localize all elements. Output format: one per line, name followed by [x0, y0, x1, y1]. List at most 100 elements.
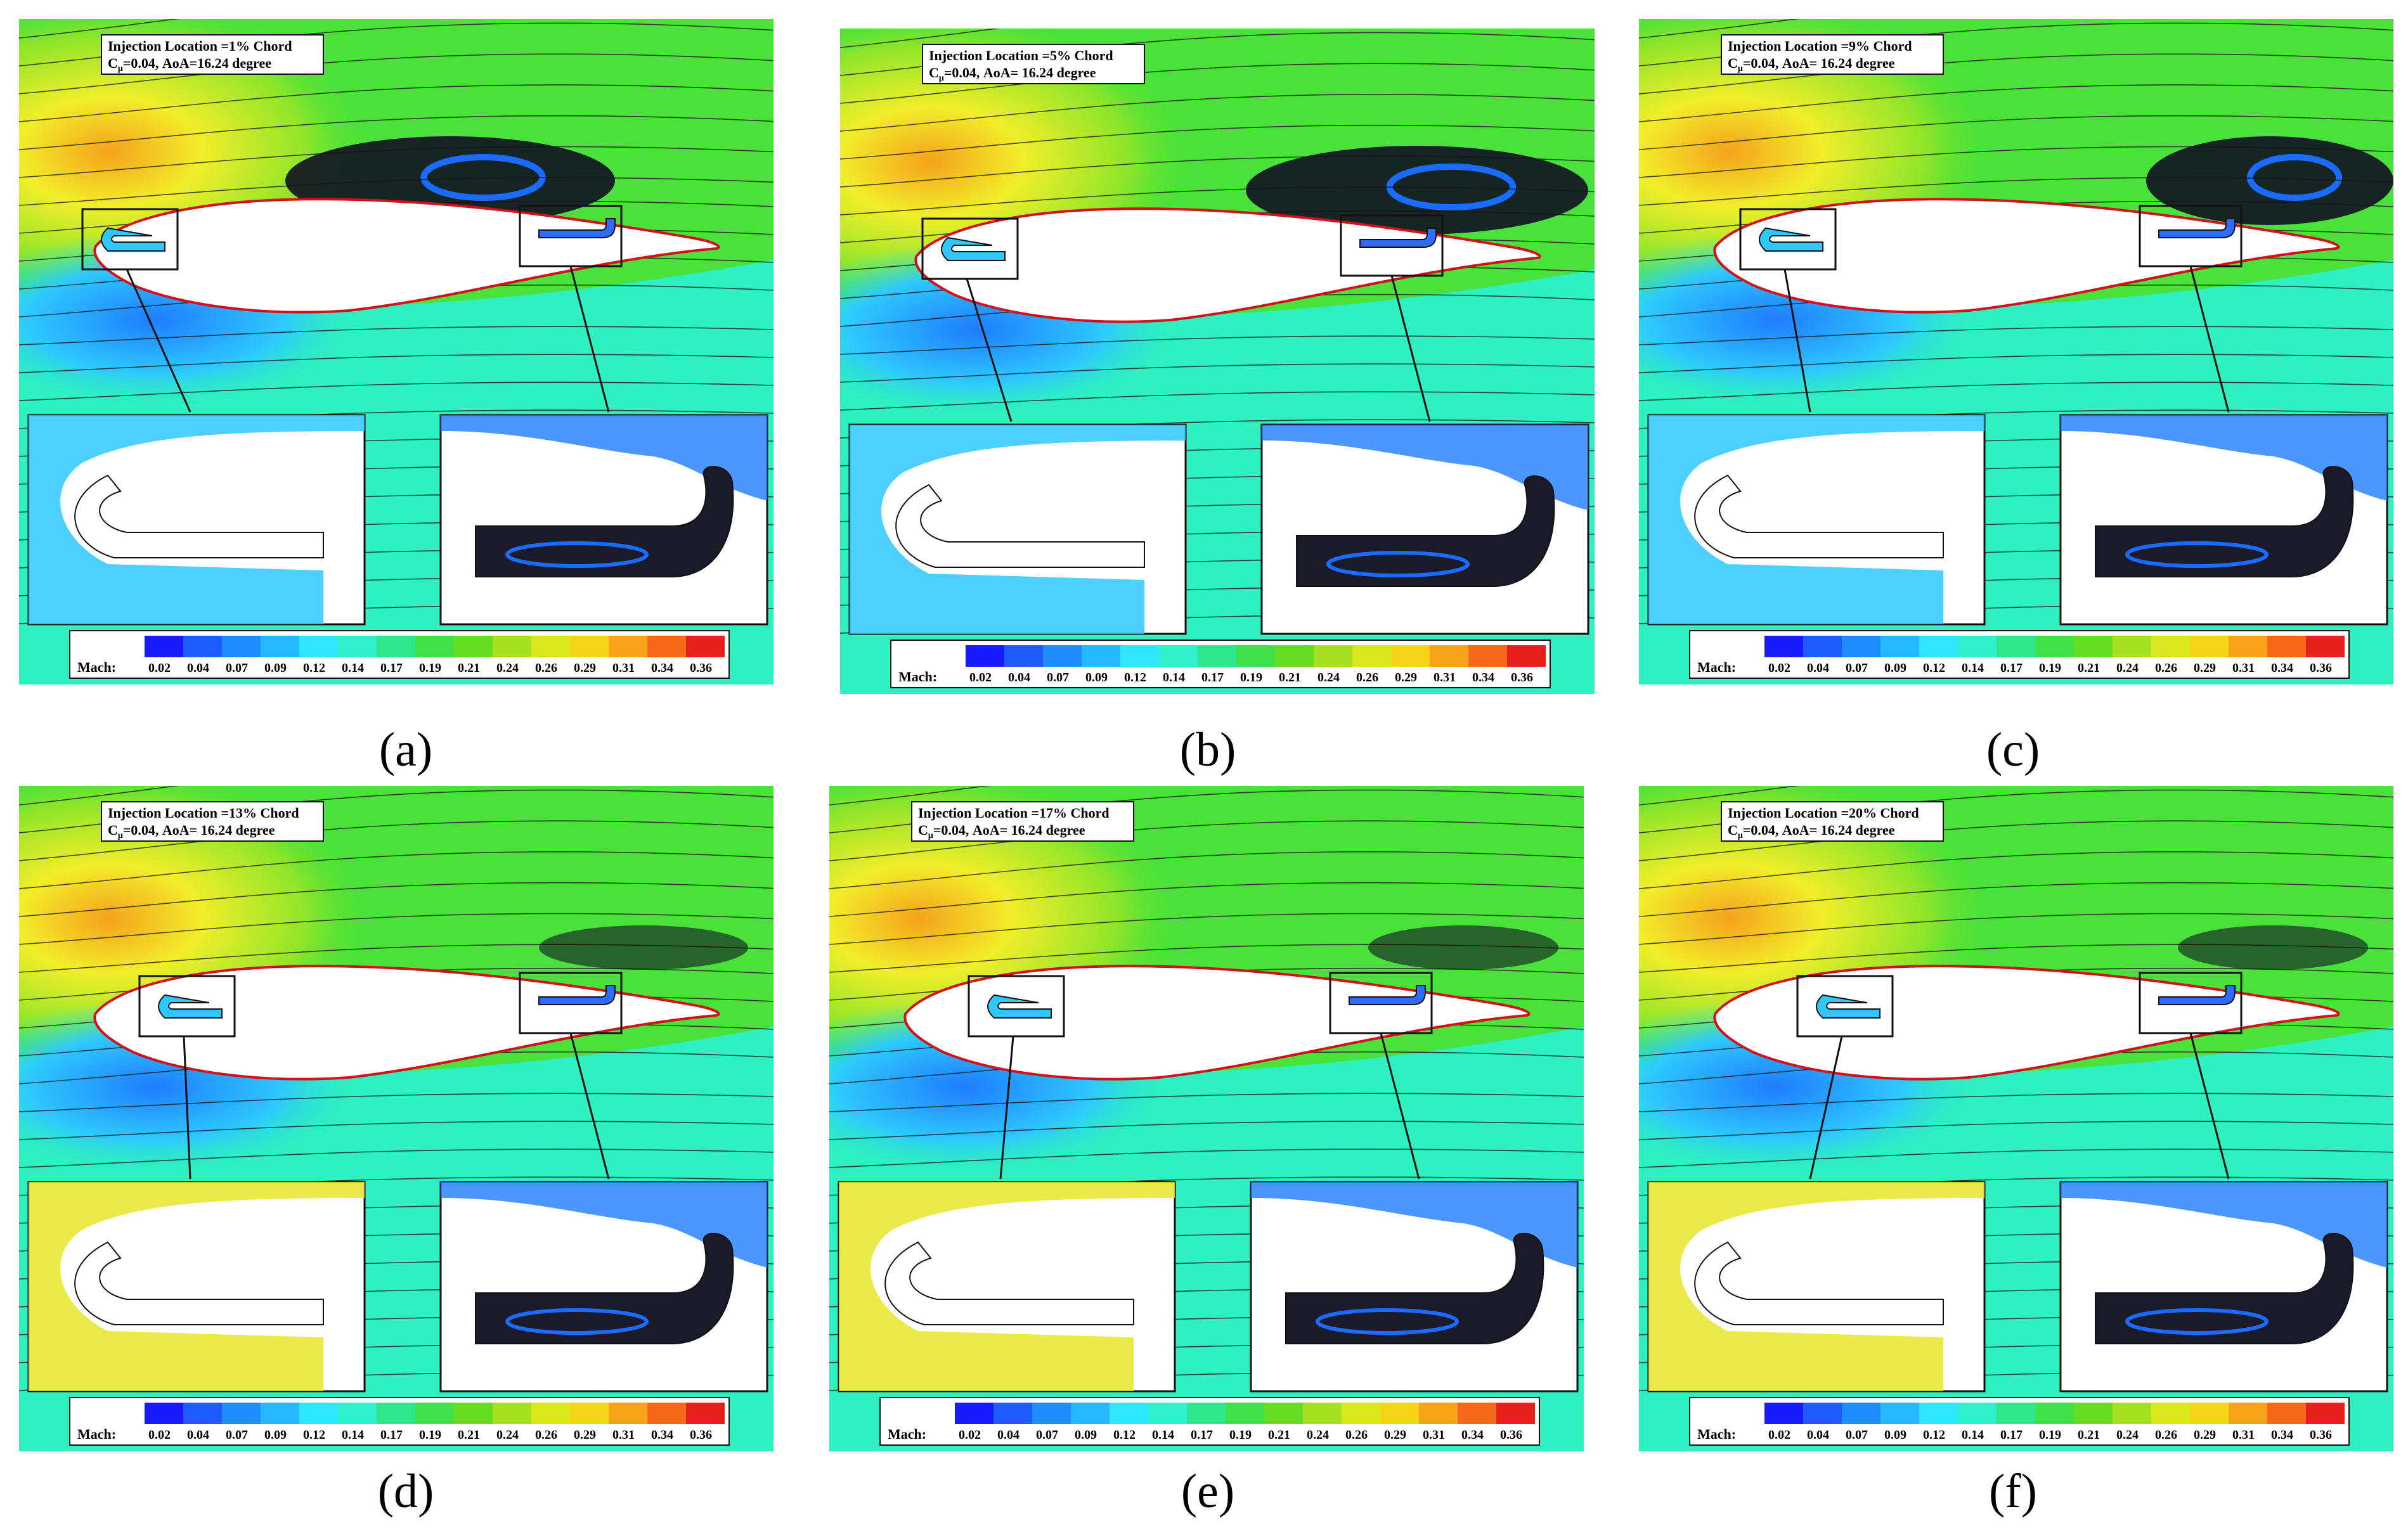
legend-swatch: [261, 1403, 299, 1424]
legend-tick: 0.17: [380, 661, 403, 675]
legend-swatch: [994, 1403, 1032, 1424]
panel-label-a: (a): [379, 723, 433, 776]
suction-slot: [1359, 228, 1437, 248]
legend-swatch: [1919, 636, 1958, 657]
legend-swatch: [2151, 636, 2190, 657]
legend-tick: 0.34: [2271, 661, 2293, 675]
title-text: Injection Location =1% Chord: [108, 38, 292, 54]
vortex-ring: [2246, 154, 2343, 201]
legend-tick: 0.21: [2078, 661, 2100, 675]
legend-swatch: [2229, 1403, 2267, 1424]
inset-flow: [1648, 1182, 1984, 1391]
legend-swatch: [2035, 1403, 2074, 1424]
streamline: [1639, 84, 2393, 122]
airfoil: [93, 198, 720, 314]
streamline: [19, 882, 774, 917]
inset-flow: [441, 1182, 767, 1268]
legend-tick: 0.36: [690, 661, 712, 675]
zoom-arrow: [569, 266, 610, 413]
streamline: [840, 94, 1595, 132]
legend-tick: 0.12: [1923, 661, 1945, 675]
legend-tick: 0.14: [1962, 1428, 1984, 1442]
legend-tick: 0.34: [651, 1428, 673, 1442]
legend-label: Mach:: [1697, 659, 1736, 675]
streamline: [829, 1121, 1584, 1140]
legend-swatch: [2074, 1403, 2113, 1424]
inset-vortex: [2125, 541, 2269, 568]
legend-swatch: [1958, 1403, 1997, 1424]
streamline: [829, 851, 1584, 889]
inset-flow: [1648, 415, 1984, 624]
zoom-arrow: [999, 1036, 1014, 1180]
legend-swatch: [2113, 1403, 2151, 1424]
subtitle-text: Cμ=0.04, AoA= 16.24 degree: [1728, 822, 1895, 840]
mach-legend: Mach: 0.02 0.04 0.07 0.09 0.12 0.14 0.17 0.19 0.2…: [69, 1397, 730, 1446]
legend-label: Mach:: [77, 659, 116, 675]
legend-swatch: [2190, 1403, 2229, 1424]
legend-tick: 0.19: [2039, 661, 2061, 675]
legend-tick: 0.09: [1884, 661, 1906, 675]
legend-swatch: [647, 636, 686, 657]
zoom-arrow: [569, 1032, 610, 1180]
separation-bubble: [539, 925, 748, 970]
legend-swatch: [1458, 1403, 1496, 1424]
inset-vortex: [505, 541, 649, 568]
legend-swatch: [493, 1403, 531, 1424]
zoom-box-injection: [968, 975, 1065, 1038]
inset-suction: [2059, 414, 2388, 626]
zoom-arrow: [183, 1036, 191, 1180]
legend-tick: 0.29: [2194, 661, 2216, 675]
streamline: [19, 944, 774, 973]
streamline: [19, 177, 774, 206]
inset-slot: [2095, 1233, 2354, 1344]
legend-tick: 0.17: [2000, 661, 2023, 675]
legend-swatch: [1391, 645, 1430, 667]
streamline: [1639, 1121, 2393, 1140]
injection-slot: [101, 227, 165, 252]
legend-tick: 0.24: [1307, 1428, 1329, 1442]
streamline: [829, 820, 1584, 861]
streamline: [19, 1121, 774, 1140]
legend-label: Mach:: [1697, 1426, 1736, 1442]
legend-swatch: [531, 1403, 570, 1424]
legend-tick: 0.02: [959, 1428, 981, 1442]
legend-tick: 0.02: [148, 661, 171, 675]
subtitle-text: Cμ=0.04, AoA= 16.24 degree: [108, 822, 275, 840]
inset-slot: [1296, 475, 1555, 587]
streamline: [840, 124, 1595, 160]
inset-slot: [2095, 466, 2354, 577]
streamline: [1639, 913, 2393, 945]
injection-slot: [941, 236, 1006, 261]
inset-suction: [2059, 1181, 2388, 1392]
panel-a: Injection Location =1% Chord Cμ=0.04, AoA…: [19, 19, 774, 685]
legend-swatch: [570, 1403, 609, 1424]
legend-swatch: [609, 636, 647, 657]
inset-slot: [74, 474, 324, 558]
legend-swatch: [2267, 1403, 2306, 1424]
legend-swatch: [955, 1403, 994, 1424]
legend-tick: 0.02: [1768, 1428, 1790, 1442]
legend-swatch: [1419, 1403, 1458, 1424]
legend-tick: 0.04: [1807, 661, 1829, 675]
title-text: Injection Location =13% Chord: [108, 805, 299, 821]
airfoil: [914, 207, 1541, 323]
separation-bubble: [1368, 925, 1558, 970]
title-text: Injection Location =9% Chord: [1728, 38, 1912, 54]
legend-tick: 0.17: [1191, 1428, 1213, 1442]
streamline: [829, 882, 1584, 917]
legend-tick: 0.21: [1268, 1428, 1290, 1442]
streamline: [829, 944, 1584, 973]
legend-tick: 0.31: [612, 1428, 635, 1442]
streamline: [1639, 944, 2393, 973]
inset-injection: [848, 423, 1187, 635]
title-box-frame: [1721, 34, 1944, 75]
inset-slot: [1694, 474, 1944, 558]
legend-label: Mach:: [888, 1426, 926, 1442]
streamline: [19, 1093, 774, 1112]
legend-tick: 0.04: [1008, 671, 1030, 685]
injection-slot: [987, 994, 1052, 1019]
zoom-box-injection: [138, 975, 236, 1038]
airfoil: [903, 965, 1531, 1081]
